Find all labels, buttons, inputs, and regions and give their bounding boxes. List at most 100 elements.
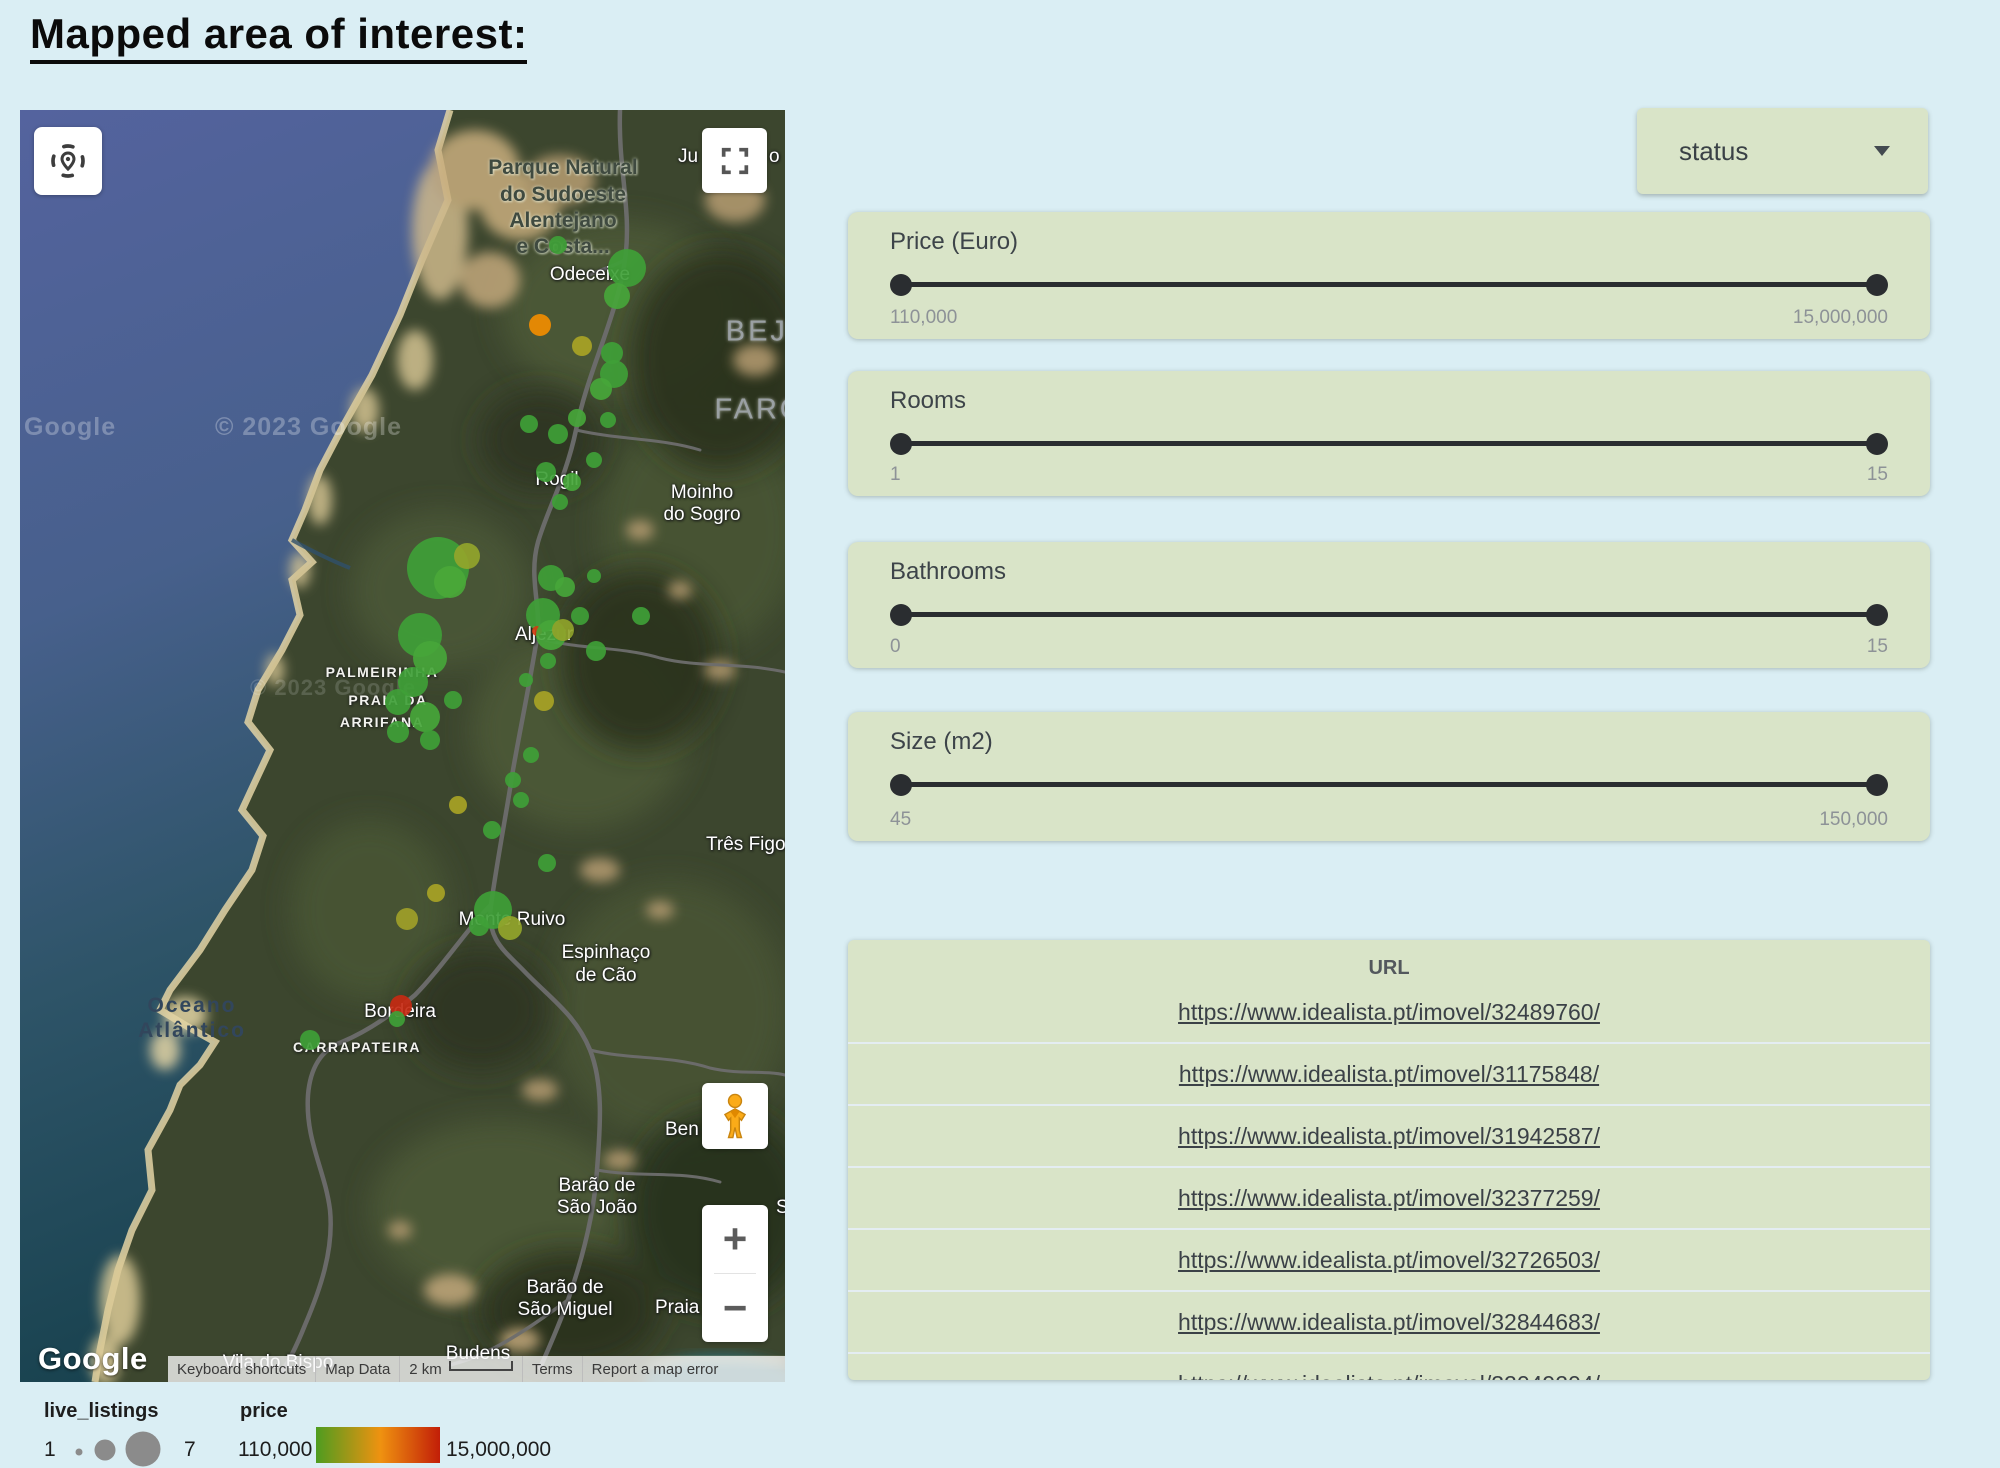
listing-marker[interactable] [604,283,630,309]
price-slider-track[interactable] [901,282,1877,287]
listing-link[interactable]: https://www.idealista.pt/imovel/32489760… [1178,998,1600,1025]
map-data-link[interactable]: Map Data [316,1356,401,1382]
pegman-button[interactable] [702,1083,768,1149]
bathrooms-slider-min-handle[interactable] [890,604,912,626]
rooms-slider[interactable] [890,431,1888,457]
fullscreen-button[interactable] [702,128,767,193]
map-label: Três Figo [706,834,785,855]
listing-marker[interactable] [586,452,602,468]
pegman-icon [723,1093,747,1139]
listing-link[interactable]: https://www.idealista.pt/imovel/32377259… [1178,1184,1600,1211]
status-dropdown[interactable]: status [1637,108,1928,194]
listing-link[interactable]: https://www.idealista.pt/imovel/32844683… [1178,1308,1600,1335]
bathrooms-filter-card: Bathrooms 0 15 [848,542,1930,668]
rooms-max-value: 15 [1866,464,1888,485]
map-label: do Sogro [663,504,741,525]
zoom-in-button[interactable]: + [722,1215,748,1262]
price-slider-max-handle[interactable] [1866,274,1888,296]
listing-marker[interactable] [568,409,586,427]
listing-marker[interactable] [385,689,411,715]
listing-marker[interactable] [587,569,601,583]
listing-marker[interactable] [520,415,538,433]
listing-marker[interactable] [540,653,556,669]
listing-marker[interactable] [498,916,522,940]
listing-marker[interactable] [454,543,480,569]
location-pin-brackets-icon [51,144,85,178]
size-slider-track[interactable] [901,782,1877,787]
listing-marker[interactable] [444,691,462,709]
map-label: Praia [655,1297,700,1318]
map[interactable]: Google © 2023 Google © 2023 Google Parqu… [20,110,785,1382]
listing-marker[interactable] [427,884,445,902]
listing-link[interactable]: https://www.idealista.pt/imovel/32726503… [1178,1246,1600,1273]
listing-marker[interactable] [555,577,575,597]
listing-marker[interactable] [563,473,581,491]
listing-marker[interactable] [519,673,533,687]
listing-marker[interactable] [536,462,556,482]
listing-marker[interactable] [469,916,489,936]
listing-link[interactable]: https://www.idealista.pt/imovel/31175848… [1178,1060,1600,1087]
price-filter-card: Price (Euro) 110,000 15,000,000 [848,212,1930,339]
size-slider[interactable] [890,772,1888,798]
select-area-button[interactable] [34,127,102,195]
terms-link[interactable]: Terms [523,1356,583,1382]
rooms-slider-max-handle[interactable] [1866,433,1888,455]
size-slider-max-handle[interactable] [1866,774,1888,796]
price-slider[interactable] [890,272,1888,298]
price-slider-min-handle[interactable] [890,274,912,296]
rooms-slider-track[interactable] [901,441,1877,446]
keyboard-shortcuts-link[interactable]: Keyboard shortcuts [168,1356,317,1382]
rooms-slider-min-handle[interactable] [890,433,912,455]
listing-marker[interactable] [449,796,467,814]
legend-dot-medium [94,1439,116,1461]
listing-marker[interactable] [529,314,551,336]
listing-marker[interactable] [420,730,440,750]
listing-marker[interactable] [538,854,556,872]
listing-marker[interactable] [601,342,623,364]
size-slider-min-handle[interactable] [890,774,912,796]
listing-marker[interactable] [410,702,440,732]
listing-link[interactable]: https://www.idealista.pt/imovel/32049204… [1178,1371,1600,1381]
listing-marker[interactable] [548,424,568,444]
map-label: Espinhaço [561,942,651,963]
listing-marker[interactable] [608,249,646,287]
zoom-out-button[interactable]: − [722,1284,748,1331]
zoom-control: + − [702,1205,768,1342]
legend-price-min: 110,000 [238,1438,313,1461]
listing-marker[interactable] [396,908,418,930]
listing-marker[interactable] [552,619,574,641]
map-label: Barão de [526,1277,604,1298]
map-label: de Cão [575,965,637,986]
listing-marker[interactable] [586,641,606,661]
map-label: CARRAPATEIRA [293,1039,421,1055]
table-row: https://www.idealista.pt/imovel/32049204… [848,1352,1930,1380]
legend-size-min: 1 [44,1438,56,1461]
listing-marker[interactable] [483,821,501,839]
listing-marker[interactable] [534,691,554,711]
report-map-error-link[interactable]: Report a map error [591,1360,719,1378]
listing-link[interactable]: https://www.idealista.pt/imovel/31942587… [1178,1122,1600,1149]
bathrooms-slider-max-handle[interactable] [1866,604,1888,626]
listing-marker[interactable] [505,772,521,788]
listing-marker[interactable] [387,721,409,743]
legend-price-title: price [240,1400,288,1422]
listing-marker[interactable] [571,607,589,625]
listing-marker[interactable] [523,747,539,763]
listing-marker[interactable] [600,412,616,428]
listing-marker[interactable] [590,378,612,400]
listing-marker[interactable] [434,566,466,598]
listing-marker[interactable] [300,1030,320,1050]
size-min-value: 45 [890,809,912,830]
listing-marker[interactable] [549,236,567,254]
listing-marker[interactable] [513,792,529,808]
listing-marker[interactable] [632,607,650,625]
listing-marker[interactable] [572,336,592,356]
map-label: Barão de [558,1175,636,1196]
chevron-down-icon [1874,146,1890,156]
table-row: https://www.idealista.pt/imovel/32489760… [848,982,1930,1042]
listing-marker[interactable] [552,494,568,510]
bathrooms-slider-track[interactable] [901,612,1877,617]
listing-marker[interactable] [389,1011,405,1027]
bathrooms-slider[interactable] [890,602,1888,628]
map-label: Oceano [147,994,237,1017]
